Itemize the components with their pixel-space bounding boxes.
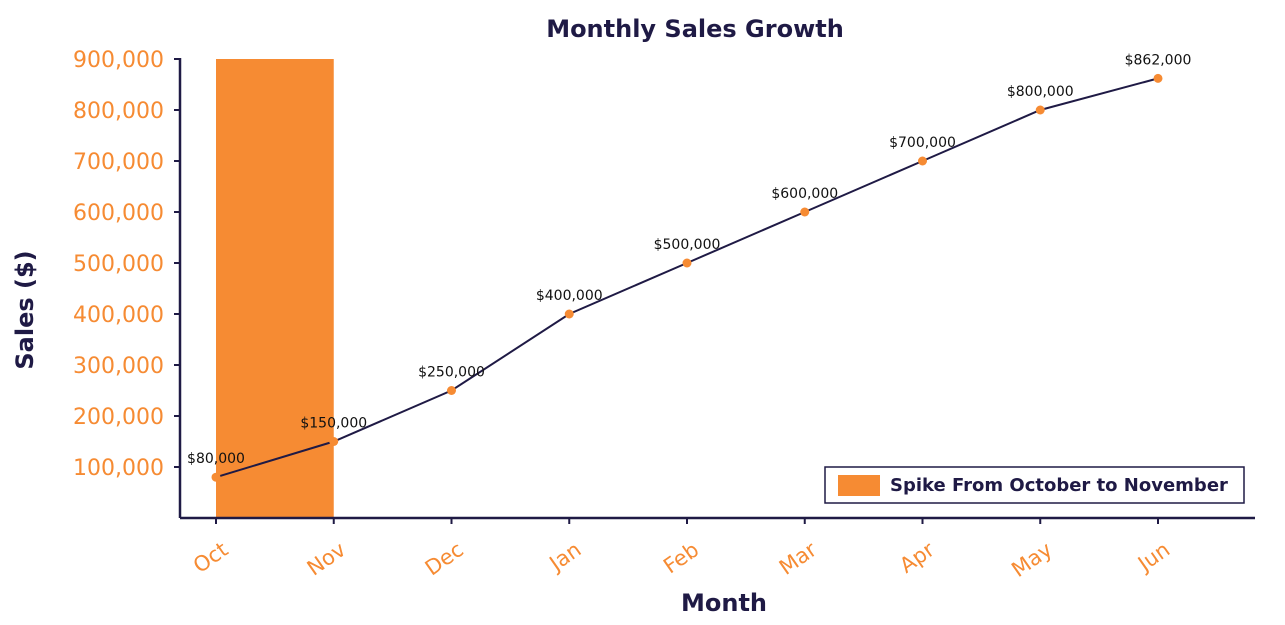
y-tick-label: 100,000 <box>73 456 164 481</box>
data-label: $80,000 <box>187 451 245 467</box>
point <box>682 258 692 268</box>
point <box>1035 105 1045 115</box>
y-tick-label: 300,000 <box>73 354 164 379</box>
x-tick-label: May <box>1007 537 1056 582</box>
point <box>447 386 456 395</box>
data-label: $862,000 <box>1125 52 1192 68</box>
data-label: $600,000 <box>771 186 838 202</box>
point <box>800 207 810 217</box>
data-label: $800,000 <box>1007 84 1074 100</box>
data-label: $150,000 <box>300 416 367 432</box>
x-axis-label: Month <box>681 589 767 617</box>
data-label: $400,000 <box>536 288 603 304</box>
x-tick-label: Jan <box>544 537 586 576</box>
legend-box <box>824 466 1245 504</box>
y-tick-label: 400,000 <box>73 303 164 328</box>
legend-swatch <box>838 475 880 496</box>
data-label: $700,000 <box>889 135 956 151</box>
x-tick-label: Jun <box>1132 537 1174 577</box>
x-tick-label: Mar <box>775 537 822 580</box>
point <box>564 309 574 319</box>
y-tick-label: 500,000 <box>73 252 164 277</box>
point <box>1153 73 1163 83</box>
y-tick-label: 600,000 <box>73 201 164 226</box>
legend-label: Spike From October to November <box>890 475 1228 496</box>
y-tick-label: 900,000 <box>73 48 164 73</box>
x-tick-label: Nov <box>303 537 350 580</box>
y-tick-label: 200,000 <box>73 405 164 430</box>
highlight-band <box>216 59 334 518</box>
chart-title: Monthly Sales Growth <box>546 15 844 43</box>
x-tick-label: Dec <box>421 537 468 580</box>
y-axis-label: Sales ($) <box>11 250 39 369</box>
point <box>329 437 339 446</box>
legend: Spike From October to November <box>824 466 1245 504</box>
y-tick-label: 800,000 <box>73 99 164 124</box>
x-tick-label: Oct <box>189 537 233 577</box>
x-tick-label: Apr <box>895 537 939 578</box>
y-tick-label: 700,000 <box>73 150 164 175</box>
data-label: $500,000 <box>654 237 721 253</box>
data-label: $250,000 <box>418 365 485 381</box>
x-tick-label: Feb <box>659 537 703 578</box>
point <box>918 156 927 166</box>
point <box>211 472 221 482</box>
